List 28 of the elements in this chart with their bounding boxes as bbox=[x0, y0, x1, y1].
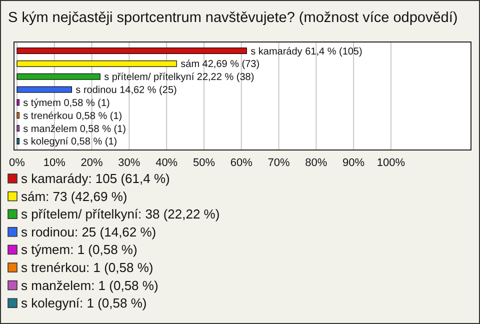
legend-label: s kolegyní: 1 (0,58 %) bbox=[21, 296, 147, 311]
legend-label: s manželem: 1 (0,58 %) bbox=[21, 278, 158, 293]
data-label: s kamarády 61,4 % (105) bbox=[250, 46, 362, 58]
x-tick-label: 60% bbox=[230, 156, 253, 169]
legend-label: s trenérkou: 1 (0,58 %) bbox=[21, 260, 154, 275]
data-label: s trenérkou 0,58 % (1) bbox=[23, 110, 122, 122]
x-tick-label: 100% bbox=[376, 156, 406, 169]
legend-label: s přítelem/ přítelkyní: 38 (22,22 %) bbox=[21, 206, 220, 222]
data-label: sám 42,69 % (73) bbox=[180, 59, 260, 70]
x-tick-label: 10% bbox=[43, 156, 66, 169]
legend-label: sám: 73 (42,69 %) bbox=[21, 188, 128, 204]
x-tick-label: 30% bbox=[118, 156, 140, 169]
x-tick-label: 40% bbox=[156, 156, 178, 169]
chart-title: S kým nejčastěji sportcentrum navštěvujete? (možnost více odpovědí) bbox=[8, 10, 458, 26]
legend-label: s rodinou: 25 (14,62 %) bbox=[21, 224, 156, 240]
data-label: s manželem 0,58 % (1) bbox=[23, 124, 126, 135]
x-tick-label: 50% bbox=[192, 156, 216, 169]
legend-label: s týmem: 1 (0,58 %) bbox=[21, 242, 138, 258]
data-label: s rodinou 14,62 % (25) bbox=[76, 85, 177, 96]
x-tick-label: 20% bbox=[80, 156, 104, 169]
x-tick-label: 0% bbox=[9, 156, 26, 169]
data-label: s kolegyní 0,58 % (1) bbox=[23, 136, 118, 148]
data-label: s týmem 0,58 % (1) bbox=[23, 98, 110, 109]
legend-label: s kamarády: 105 (61,4 %) bbox=[21, 171, 170, 186]
x-tick-label: 80% bbox=[305, 156, 328, 169]
x-tick-label: 70% bbox=[268, 156, 290, 169]
x-tick-label: 90% bbox=[342, 156, 365, 169]
data-label: s přítelem/ přítelkyní 22,22 % (38) bbox=[104, 72, 254, 84]
